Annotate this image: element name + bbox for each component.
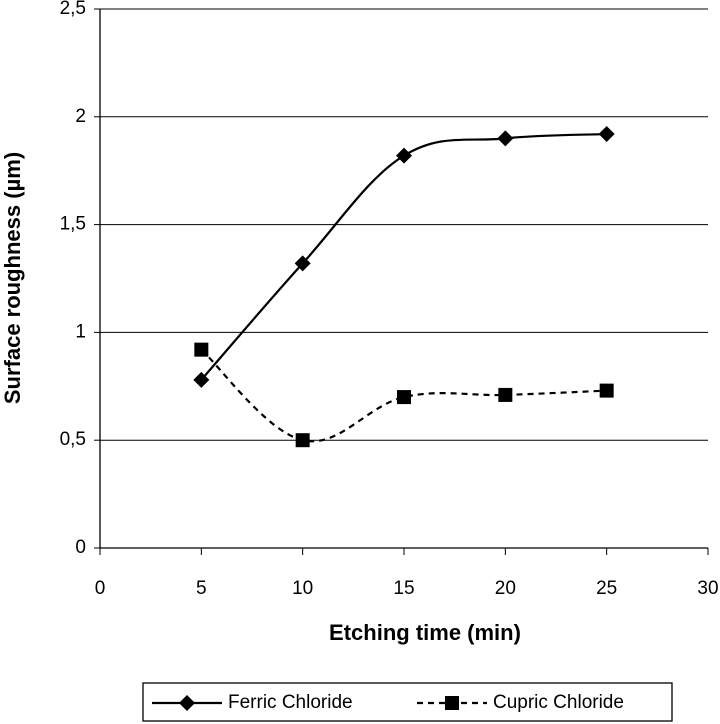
series-line <box>200 132 607 381</box>
x-tick-label: 15 <box>393 578 414 599</box>
x-tick-label: 10 <box>292 578 313 599</box>
x-tick-label: 30 <box>697 578 718 599</box>
x-axis-title: Etching time (min) <box>329 620 521 645</box>
data-point <box>295 433 310 448</box>
data-point <box>497 130 514 147</box>
legend-box <box>142 682 673 722</box>
data-point <box>193 371 210 388</box>
data-point <box>194 342 209 357</box>
y-tick-label: 2 <box>75 106 86 127</box>
y-axis-title: Surface roughness (µm) <box>0 152 25 404</box>
legend-marker <box>445 696 459 710</box>
y-tick-label: 1 <box>75 321 86 342</box>
y-tick-label: 1,5 <box>60 214 86 235</box>
data-point <box>498 387 513 402</box>
data-point <box>294 255 311 272</box>
series-line <box>200 348 607 443</box>
legend-label: Ferric Chloride <box>228 692 353 713</box>
x-tick-label: 25 <box>596 578 617 599</box>
legend-label: Cupric Chloride <box>493 692 624 713</box>
x-tick-label: 0 <box>95 578 106 599</box>
y-tick-label: 2,5 <box>60 0 86 19</box>
data-point <box>397 390 411 405</box>
x-tick-label: 20 <box>495 578 516 599</box>
data-point <box>599 383 614 398</box>
legend-marker <box>179 695 195 711</box>
y-tick-label: 0 <box>75 537 86 558</box>
data-point <box>396 147 412 164</box>
x-tick-label: 5 <box>196 578 207 599</box>
y-tick-label: 0,5 <box>60 429 86 450</box>
data-point <box>598 126 615 143</box>
